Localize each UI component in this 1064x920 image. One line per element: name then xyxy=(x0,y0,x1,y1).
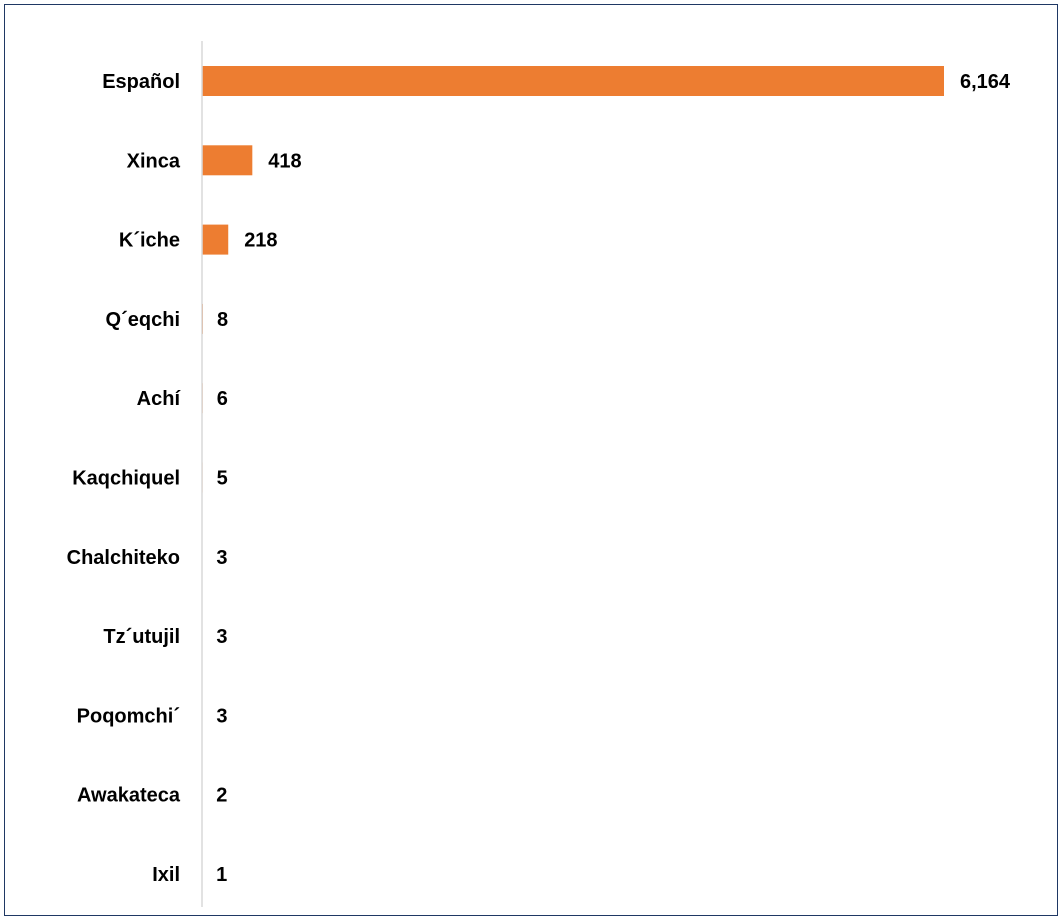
category-label: Achí xyxy=(137,388,182,410)
category-label: Chalchiteko xyxy=(67,547,180,569)
value-label: 2 xyxy=(216,785,227,807)
value-label: 218 xyxy=(244,230,277,252)
value-label: 6,164 xyxy=(960,71,1011,93)
category-label: Awakateca xyxy=(77,785,181,807)
category-label: K´iche xyxy=(119,230,180,252)
value-label: 3 xyxy=(216,547,227,569)
bars-layer xyxy=(202,66,944,889)
value-label: 3 xyxy=(216,705,227,727)
value-label: 6 xyxy=(217,388,228,410)
category-label: Ixil xyxy=(152,864,180,886)
bar-2 xyxy=(202,145,253,176)
bar-chart: Español 6,164 Xinca 418 K´iche 218 Q´eqchi 8 Ach… xyxy=(67,41,1011,907)
labels-layer: Español 6,164 Xinca 418 K´iche 218 Q´eqchi 8 Ach… xyxy=(67,71,1011,886)
value-label: 8 xyxy=(217,309,228,331)
category-label: Español xyxy=(102,71,180,93)
category-label: Q´eqchi xyxy=(106,309,180,331)
bar-1 xyxy=(202,66,944,96)
chart-frame: Español 6,164 Xinca 418 K´iche 218 Q´eqchi 8 Ach… xyxy=(4,4,1058,916)
bar-3 xyxy=(202,224,229,255)
value-label: 1 xyxy=(216,864,227,886)
category-label: Poqomchi´ xyxy=(77,705,180,727)
value-label: 3 xyxy=(216,626,227,648)
category-label: Xinca xyxy=(127,150,181,172)
category-label: Kaqchiquel xyxy=(72,468,180,490)
value-label: 418 xyxy=(268,150,301,172)
value-label: 5 xyxy=(217,468,228,490)
category-label: Tz´utujil xyxy=(103,626,180,648)
